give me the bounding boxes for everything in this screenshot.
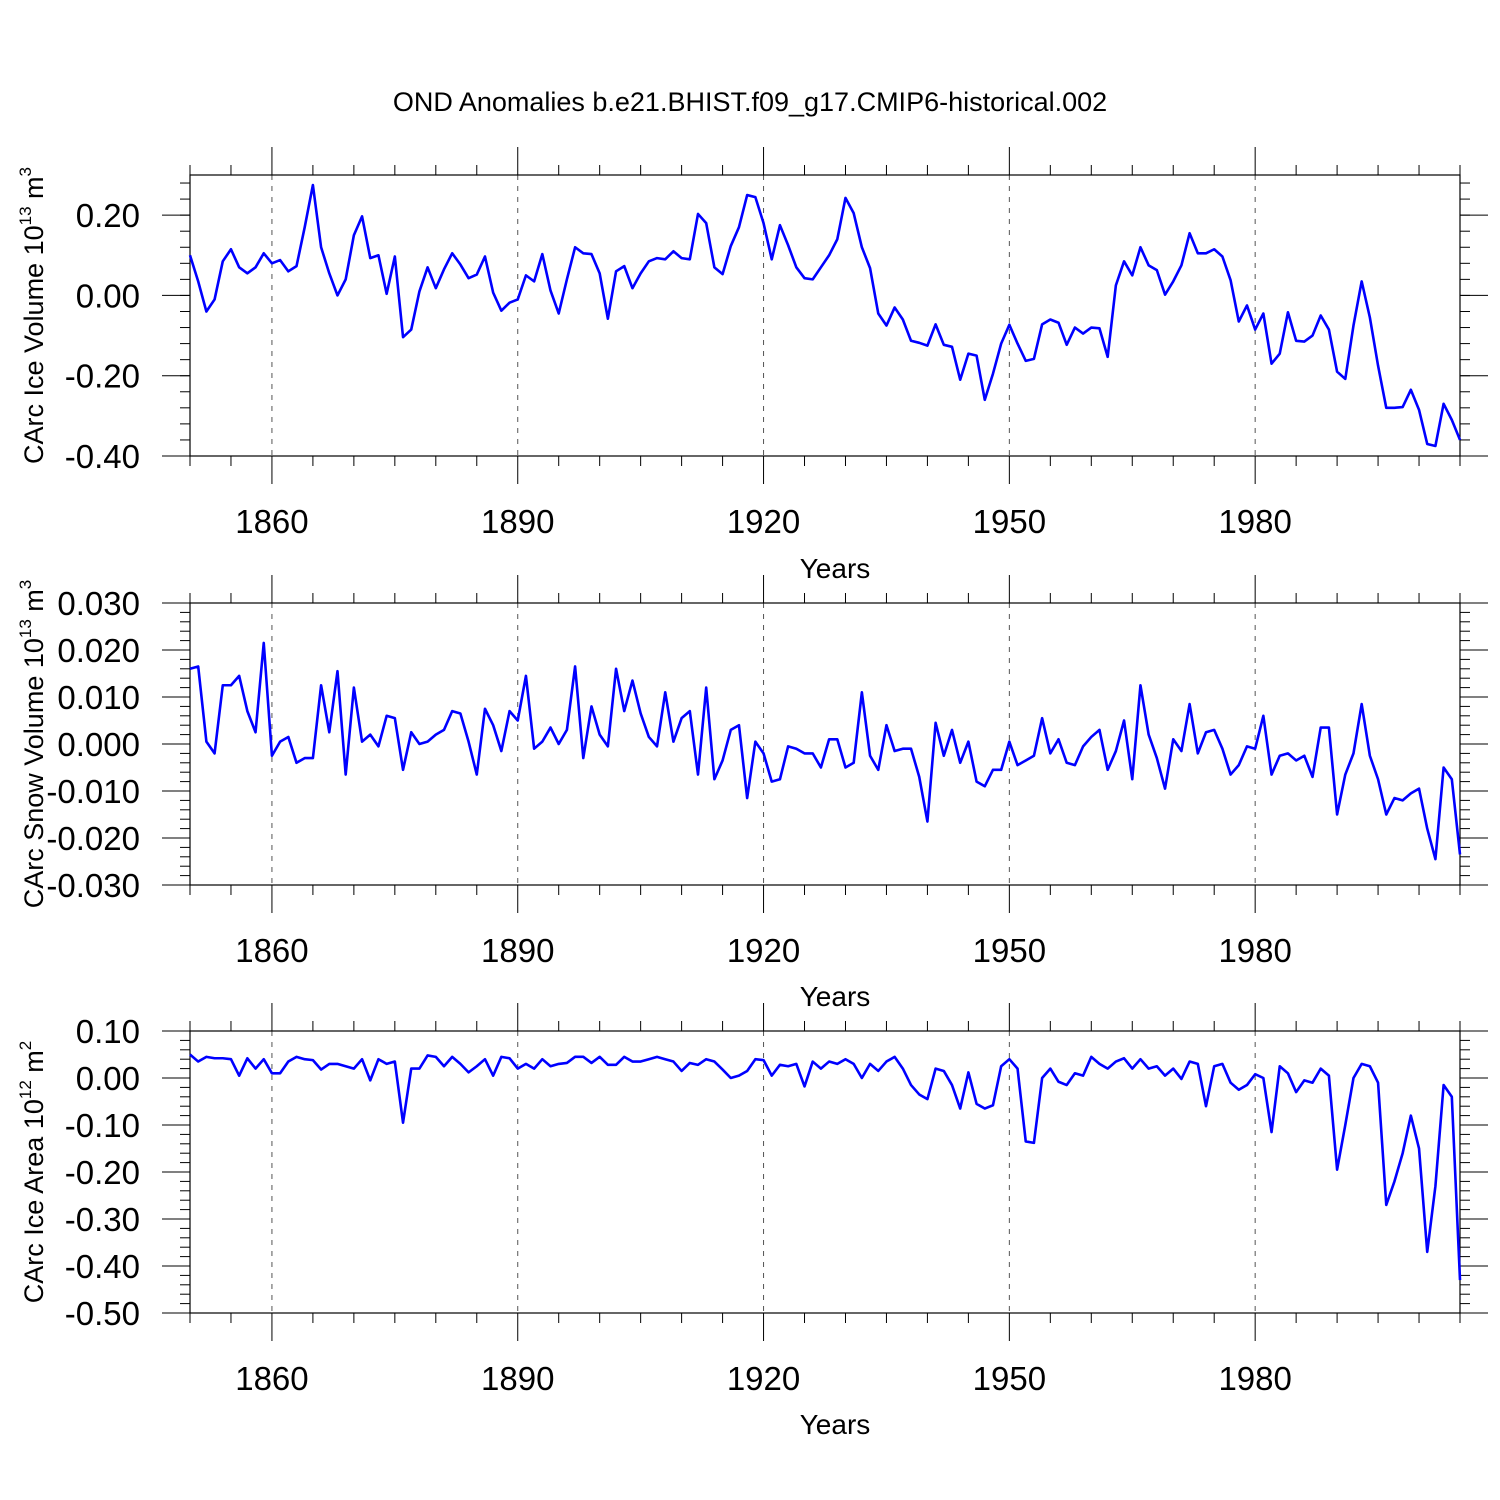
x-tick-label: 1860 (235, 932, 308, 969)
y-tick-label: -0.30 (65, 1201, 140, 1238)
series-line-ice-area (189, 1053, 1462, 1281)
x-tick-label: 1860 (235, 1360, 308, 1397)
x-tick-label: 1920 (727, 1360, 800, 1397)
x-axis-label: Years (800, 981, 871, 1012)
y-tick-label: 0.010 (57, 679, 140, 716)
x-tick-label: 1950 (973, 503, 1046, 540)
y-tick-label: 0.000 (57, 726, 140, 763)
x-tick-label: 1980 (1218, 932, 1291, 969)
x-tick-label: 1980 (1218, 1360, 1291, 1397)
y-tick-label: -0.030 (46, 867, 140, 904)
figure-title: OND Anomalies b.e21.BHIST.f09_g17.CMIP6-… (393, 87, 1107, 117)
y-tick-label: 0.020 (57, 632, 140, 669)
y-tick-label: -0.50 (65, 1295, 140, 1332)
x-tick-label: 1860 (235, 503, 308, 540)
y-tick-label: -0.20 (65, 1154, 140, 1191)
y-tick-label: -0.40 (65, 1248, 140, 1285)
panel-ice-area: 1860 1890 1920 1950 1980 -0.50 -0.40 -0.30 -0.20… (16, 1003, 1488, 1440)
x-tick-label: 1890 (481, 503, 554, 540)
y-tick-label: 0.00 (76, 277, 140, 314)
y-tick-label: -0.010 (46, 773, 140, 810)
plot-frame (189, 1030, 1461, 1314)
x-axis-label: Years (800, 1409, 871, 1440)
x-tick-label: 1950 (973, 1360, 1046, 1397)
y-tick-label: -0.020 (46, 820, 140, 857)
x-tick-label: 1890 (481, 1360, 554, 1397)
series-line-snow-volume (189, 641, 1462, 861)
y-tick-label: 0.10 (76, 1013, 140, 1050)
series-line-ice-volume (188, 183, 1462, 448)
y-axis-label: CArc Ice Area 1012 m2 (16, 1041, 49, 1304)
x-tick-label: 1920 (727, 503, 800, 540)
y-tick-label: -0.20 (65, 358, 140, 395)
panel-ice-volume: 1860 1890 1920 1950 1980 -0.40 -0.20 0.00 0.20 Ye… (16, 147, 1488, 584)
x-tick-label: 1980 (1218, 503, 1291, 540)
y-tick-label: 0.00 (76, 1060, 140, 1097)
x-tick-label: 1920 (727, 932, 800, 969)
x-tick-label: 1950 (973, 932, 1046, 969)
y-tick-label: 0.030 (57, 585, 140, 622)
y-axis-label: CArc Ice Volume 1013 m3 (16, 167, 49, 464)
panel-snow-volume: 1860 1890 1920 1950 1980 -0.030 -0.020 -0.010 0.… (16, 575, 1488, 1012)
y-tick-label: -0.10 (65, 1107, 140, 1144)
y-tick-label: 0.20 (76, 197, 140, 234)
x-axis-label: Years (800, 553, 871, 584)
y-tick-label: -0.40 (65, 438, 140, 475)
y-axis-label: CArc Snow Volume 1013 m3 (16, 580, 49, 909)
plot-frame (189, 174, 1461, 457)
plot-frame (189, 602, 1461, 886)
x-tick-label: 1890 (481, 932, 554, 969)
